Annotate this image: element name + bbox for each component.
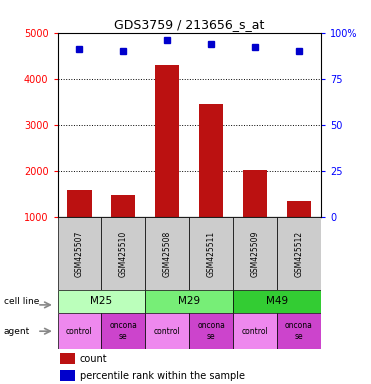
Bar: [58, 217, 101, 290]
Text: GSM425508: GSM425508: [163, 230, 172, 276]
Bar: [189, 313, 233, 349]
Bar: [233, 290, 321, 313]
Bar: [277, 313, 321, 349]
Text: agent: agent: [4, 327, 30, 336]
Bar: [199, 104, 223, 217]
Text: control: control: [66, 327, 93, 336]
Text: oncona
se: oncona se: [197, 321, 225, 341]
Text: control: control: [242, 327, 269, 336]
Title: GDS3759 / 213656_s_at: GDS3759 / 213656_s_at: [114, 18, 265, 31]
Bar: [233, 313, 277, 349]
Text: percentile rank within the sample: percentile rank within the sample: [80, 371, 245, 381]
Bar: [145, 313, 189, 349]
Bar: [60, 353, 75, 364]
Bar: [101, 313, 145, 349]
Text: M49: M49: [266, 296, 288, 306]
Bar: [101, 217, 145, 290]
Bar: [111, 195, 135, 217]
Bar: [233, 217, 277, 290]
Text: M25: M25: [91, 296, 112, 306]
Bar: [243, 170, 267, 217]
Text: control: control: [154, 327, 181, 336]
Text: GSM425509: GSM425509: [250, 230, 260, 276]
Text: GSM425512: GSM425512: [295, 230, 303, 276]
Text: oncona
se: oncona se: [285, 321, 313, 341]
Bar: [145, 290, 233, 313]
Text: GSM425507: GSM425507: [75, 230, 84, 276]
Text: cell line: cell line: [4, 297, 39, 306]
Text: M29: M29: [178, 296, 200, 306]
Bar: [60, 370, 75, 381]
Text: GSM425510: GSM425510: [119, 230, 128, 276]
Bar: [277, 217, 321, 290]
Text: GSM425511: GSM425511: [207, 230, 216, 276]
Bar: [58, 290, 145, 313]
Bar: [287, 201, 311, 217]
Text: count: count: [80, 354, 108, 364]
Bar: [68, 190, 92, 217]
Bar: [58, 313, 101, 349]
Text: oncona
se: oncona se: [109, 321, 137, 341]
Bar: [189, 217, 233, 290]
Bar: [145, 217, 189, 290]
Bar: [155, 65, 179, 217]
